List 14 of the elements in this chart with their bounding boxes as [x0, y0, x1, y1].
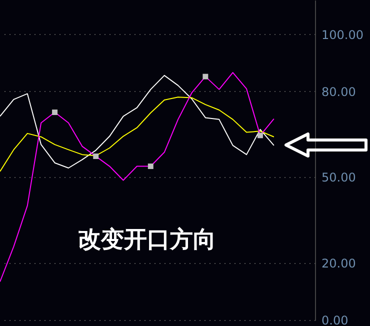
annotation: 改变开口方向 [78, 226, 216, 255]
y-tick-label: 100.00 [322, 28, 364, 42]
point [52, 110, 58, 116]
line-series [0, 72, 274, 282]
y-tick-label: 0.00 [322, 314, 348, 326]
y-tick-label: 80.00 [322, 84, 356, 99]
line-series [0, 74, 274, 168]
line-series [0, 96, 274, 172]
y-tick-label: 20.00 [322, 256, 356, 270]
point [257, 132, 263, 138]
point [202, 74, 208, 80]
y-tick-label: 50.00 [322, 170, 356, 185]
point [93, 154, 99, 160]
point [148, 164, 154, 170]
